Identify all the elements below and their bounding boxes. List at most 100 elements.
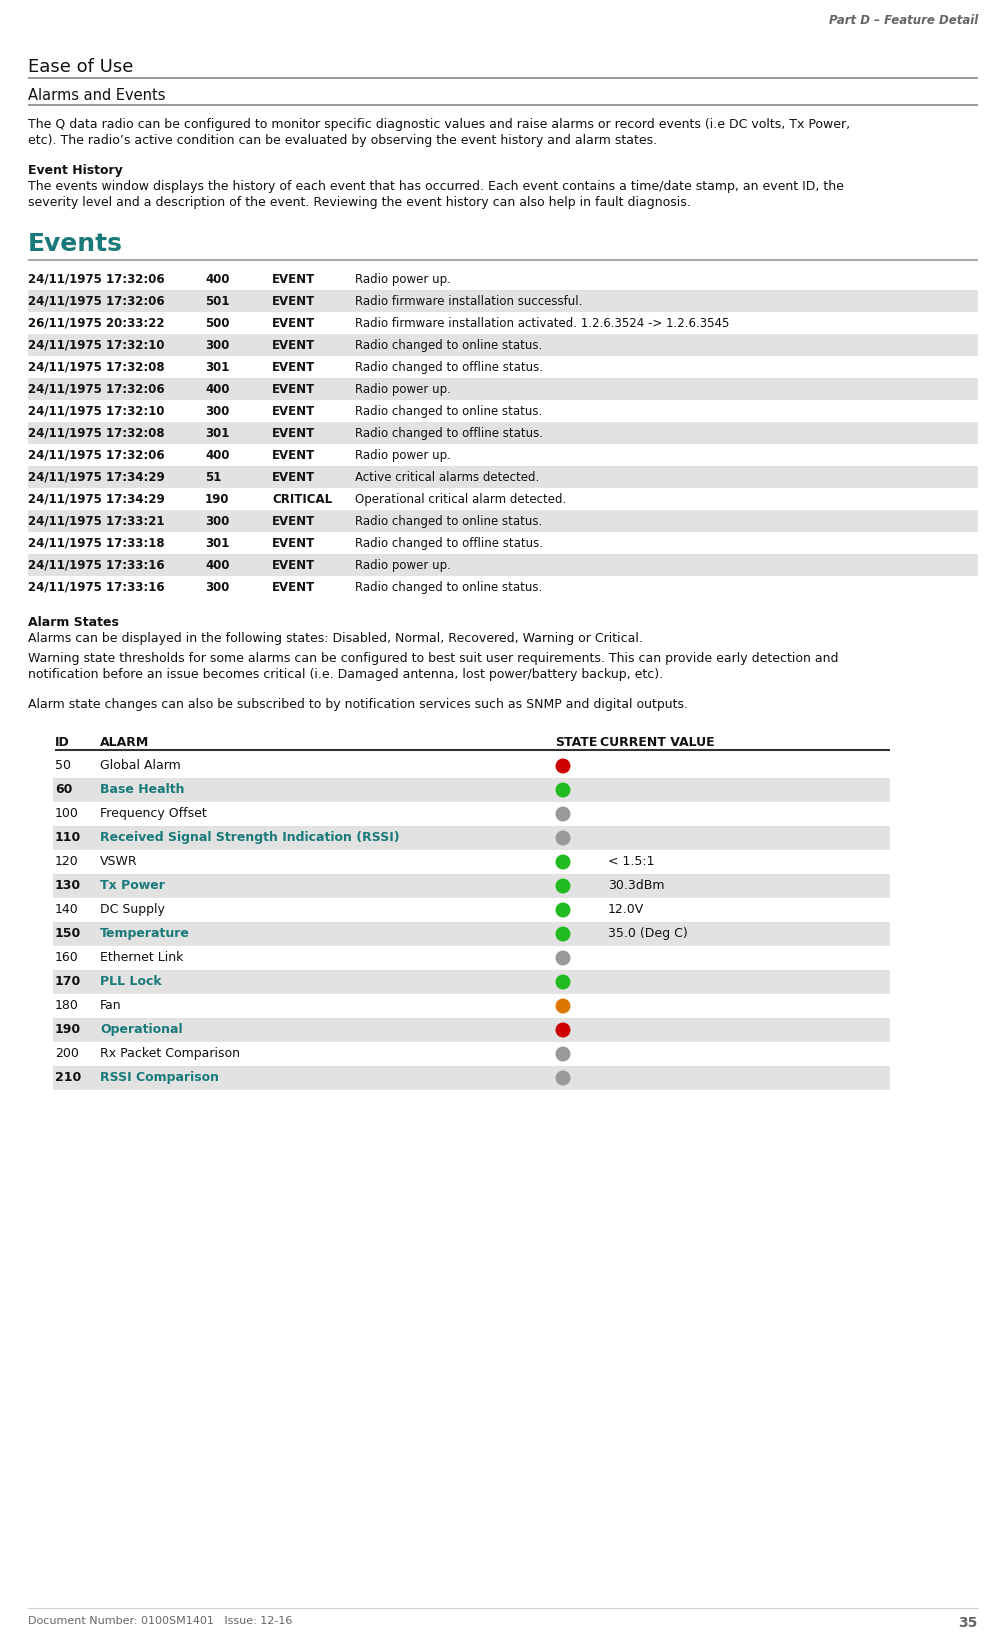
Bar <box>28 378 978 399</box>
Text: 170: 170 <box>55 975 81 988</box>
Text: Events: Events <box>28 232 123 255</box>
Text: 140: 140 <box>55 903 78 916</box>
Text: Operational critical alarm detected.: Operational critical alarm detected. <box>355 492 566 506</box>
Bar <box>53 970 890 995</box>
Bar <box>28 466 978 488</box>
Text: Received Signal Strength Indication (RSSI): Received Signal Strength Indication (RSS… <box>100 831 399 844</box>
Text: ALARM: ALARM <box>100 736 149 749</box>
Bar <box>53 826 890 851</box>
Circle shape <box>555 854 570 869</box>
Text: 12.0V: 12.0V <box>608 903 644 916</box>
Circle shape <box>555 975 570 990</box>
Text: Tx Power: Tx Power <box>100 879 165 892</box>
Bar <box>53 1067 890 1090</box>
Text: RSSI Comparison: RSSI Comparison <box>100 1072 219 1085</box>
Text: 190: 190 <box>205 492 229 506</box>
Text: 160: 160 <box>55 951 78 964</box>
Text: Operational: Operational <box>100 1022 183 1036</box>
Text: EVENT: EVENT <box>272 339 315 352</box>
Text: EVENT: EVENT <box>272 537 315 550</box>
Circle shape <box>555 1022 570 1037</box>
Text: Active critical alarms detected.: Active critical alarms detected. <box>355 471 539 484</box>
Circle shape <box>555 926 570 941</box>
Text: 24/11/1975 17:33:21: 24/11/1975 17:33:21 <box>28 515 165 528</box>
Circle shape <box>555 1070 570 1086</box>
Bar <box>28 422 978 443</box>
Bar <box>28 555 978 576</box>
Circle shape <box>555 998 570 1013</box>
Text: 400: 400 <box>205 383 229 396</box>
Text: Document Number: 0100SM1401   Issue: 12-16: Document Number: 0100SM1401 Issue: 12-16 <box>28 1616 293 1626</box>
Bar <box>53 779 890 802</box>
Text: 24/11/1975 17:34:29: 24/11/1975 17:34:29 <box>28 492 165 506</box>
Text: Radio power up.: Radio power up. <box>355 448 451 461</box>
Text: Radio power up.: Radio power up. <box>355 560 451 573</box>
Text: Radio power up.: Radio power up. <box>355 273 451 286</box>
Text: 24/11/1975 17:32:06: 24/11/1975 17:32:06 <box>28 294 165 308</box>
Circle shape <box>555 1047 570 1062</box>
Text: 120: 120 <box>55 856 78 869</box>
Text: 190: 190 <box>55 1022 81 1036</box>
Text: Radio changed to online status.: Radio changed to online status. <box>355 339 542 352</box>
Text: Global Alarm: Global Alarm <box>100 759 181 772</box>
Text: EVENT: EVENT <box>272 362 315 375</box>
Text: 35.0 (Deg C): 35.0 (Deg C) <box>608 928 688 941</box>
Text: 500: 500 <box>205 317 229 330</box>
Text: EVENT: EVENT <box>272 317 315 330</box>
Text: EVENT: EVENT <box>272 581 315 594</box>
Text: EVENT: EVENT <box>272 515 315 528</box>
Text: 30.3dBm: 30.3dBm <box>608 879 665 892</box>
Text: 501: 501 <box>205 294 229 308</box>
Text: 130: 130 <box>55 879 81 892</box>
Circle shape <box>555 831 570 846</box>
Text: Radio changed to online status.: Radio changed to online status. <box>355 581 542 594</box>
Text: Part D – Feature Detail: Part D – Feature Detail <box>829 15 978 28</box>
Text: Radio changed to online status.: Radio changed to online status. <box>355 515 542 528</box>
Circle shape <box>555 807 570 821</box>
Bar <box>53 1018 890 1042</box>
Text: EVENT: EVENT <box>272 406 315 419</box>
Text: DC Supply: DC Supply <box>100 903 165 916</box>
Text: Radio changed to offline status.: Radio changed to offline status. <box>355 427 543 440</box>
Text: Radio changed to online status.: Radio changed to online status. <box>355 406 542 419</box>
Text: 24/11/1975 17:32:08: 24/11/1975 17:32:08 <box>28 427 165 440</box>
Text: Rx Packet Comparison: Rx Packet Comparison <box>100 1047 240 1060</box>
Bar <box>28 334 978 357</box>
Text: 24/11/1975 17:34:29: 24/11/1975 17:34:29 <box>28 471 165 484</box>
Text: 301: 301 <box>205 537 229 550</box>
Text: Radio changed to offline status.: Radio changed to offline status. <box>355 362 543 375</box>
Text: 24/11/1975 17:32:06: 24/11/1975 17:32:06 <box>28 448 165 461</box>
Text: etc). The radio’s active condition can be evaluated by observing the event histo: etc). The radio’s active condition can b… <box>28 134 657 147</box>
Text: Base Health: Base Health <box>100 784 184 797</box>
Circle shape <box>555 879 570 893</box>
Text: Radio firmware installation activated. 1.2.6.3524 -> 1.2.6.3545: Radio firmware installation activated. 1… <box>355 317 729 330</box>
Bar <box>28 290 978 312</box>
Text: 60: 60 <box>55 784 72 797</box>
Text: Event History: Event History <box>28 164 123 177</box>
Text: 24/11/1975 17:33:16: 24/11/1975 17:33:16 <box>28 581 165 594</box>
Text: The events window displays the history of each event that has occurred. Each eve: The events window displays the history o… <box>28 180 844 193</box>
Text: Frequency Offset: Frequency Offset <box>100 807 207 820</box>
Text: CRITICAL: CRITICAL <box>272 492 332 506</box>
Text: 24/11/1975 17:33:16: 24/11/1975 17:33:16 <box>28 560 165 573</box>
Text: 35: 35 <box>959 1616 978 1629</box>
Text: CURRENT VALUE: CURRENT VALUE <box>600 736 714 749</box>
Text: 210: 210 <box>55 1072 81 1085</box>
Text: EVENT: EVENT <box>272 294 315 308</box>
Text: 24/11/1975 17:32:08: 24/11/1975 17:32:08 <box>28 362 165 375</box>
Text: ID: ID <box>55 736 69 749</box>
Text: 300: 300 <box>205 339 229 352</box>
Text: The Q data radio can be configured to monitor specific diagnostic values and rai: The Q data radio can be configured to mo… <box>28 118 850 131</box>
Text: Ethernet Link: Ethernet Link <box>100 951 183 964</box>
Text: Radio firmware installation successful.: Radio firmware installation successful. <box>355 294 582 308</box>
Text: Fan: Fan <box>100 1000 122 1013</box>
Text: PLL Lock: PLL Lock <box>100 975 162 988</box>
Text: Alarm state changes can also be subscribed to by notification services such as S: Alarm state changes can also be subscrib… <box>28 699 688 712</box>
Text: 51: 51 <box>205 471 221 484</box>
Text: 24/11/1975 17:33:18: 24/11/1975 17:33:18 <box>28 537 165 550</box>
Text: EVENT: EVENT <box>272 427 315 440</box>
Circle shape <box>555 782 570 797</box>
Bar <box>28 510 978 532</box>
Text: 26/11/1975 20:33:22: 26/11/1975 20:33:22 <box>28 317 165 330</box>
Text: EVENT: EVENT <box>272 471 315 484</box>
